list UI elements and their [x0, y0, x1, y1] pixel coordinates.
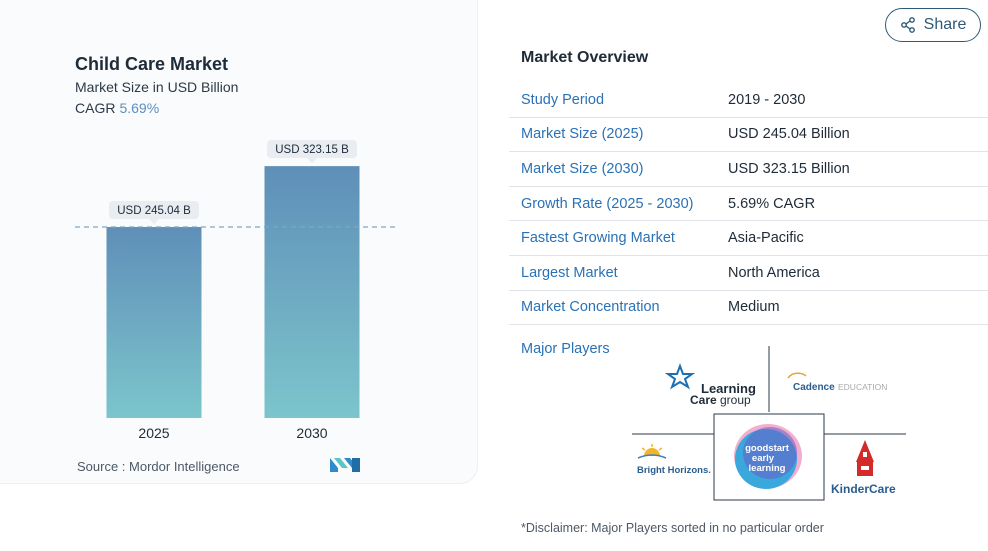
chart-title: Child Care Market	[75, 54, 229, 74]
overview-row-value: North America	[728, 264, 820, 281]
lcg-line2: Care	[690, 393, 717, 407]
chart-card	[0, 0, 478, 484]
overview-row: Market Size (2025) USD 245.04 Billion	[509, 118, 988, 153]
x-tick-label: 2025	[138, 425, 169, 441]
overview-row: Largest Market North America	[509, 256, 988, 291]
cagr-label: CAGR	[75, 100, 116, 116]
data-label-bg	[109, 201, 199, 220]
overview-row-label[interactable]: Growth Rate (2025 - 2030)	[521, 195, 694, 212]
kindercare-logo: KinderCare	[831, 440, 896, 496]
major-players-grid: Learning Care group Cadence EDUCATION Br…	[632, 346, 906, 501]
overview-row-value: USD 323.15 Billion	[728, 160, 850, 177]
learning-care-group-logo: Learning Care group	[664, 363, 756, 407]
bar-chart: USD 245.04 B 2025 USD 323.15 B 2030	[75, 140, 395, 441]
overview-row-label[interactable]: Market Size (2025)	[521, 126, 644, 143]
cadence-education-logo: Cadence EDUCATION	[787, 372, 887, 393]
data-label-pointer	[149, 219, 159, 225]
share-button[interactable]: Share	[885, 8, 981, 42]
chart-source: Source : Mordor Intelligence	[77, 459, 240, 474]
overview-row-label[interactable]: Market Concentration	[521, 299, 660, 316]
overview-row-label[interactable]: Largest Market	[521, 264, 618, 281]
overview-table: Study Period 2019 - 2030 Market Size (2025…	[509, 83, 988, 326]
overview-row-value: Asia-Pacific	[728, 230, 804, 247]
overview-row-value: USD 245.04 Billion	[728, 126, 850, 143]
overview-row-label[interactable]: Study Period	[521, 91, 605, 108]
chart-cagr: CAGR 5.69%	[75, 100, 159, 116]
bright-horizons-logo: Bright Horizons.	[637, 444, 711, 476]
x-tick-label: 2030	[296, 425, 327, 441]
kindercare-text: KinderCare	[831, 482, 896, 496]
bar-2030	[264, 166, 360, 418]
overview-title: Market Overview	[521, 49, 649, 66]
disclaimer: *Disclaimer: Major Players sorted in no …	[521, 521, 824, 535]
bright-horizons-text: Bright Horizons.	[637, 465, 711, 476]
overview-row: Market Size (2030) USD 323.15 Billion	[509, 152, 988, 187]
data-label: USD 323.15 B	[275, 144, 349, 156]
overview-row-value: 5.69% CAGR	[728, 195, 816, 212]
bar-2025	[106, 227, 202, 418]
cadence-part2: EDUCATION	[838, 382, 887, 392]
share-icon	[900, 17, 915, 33]
overview-row: Fastest Growing Market Asia-Pacific	[509, 221, 988, 256]
goodstart-line2: early	[752, 453, 775, 464]
cadence-part1: Cadence	[793, 382, 835, 393]
major-players-label[interactable]: Major Players	[521, 341, 610, 357]
share-label: Share	[923, 16, 967, 33]
data-label-pointer	[307, 158, 317, 164]
overview-row-value: 2019 - 2030	[728, 91, 806, 108]
overview-row-label[interactable]: Market Size (2030)	[521, 160, 644, 177]
data-label-bg	[267, 140, 357, 159]
lcg-line1: Learning	[701, 381, 756, 396]
mordor-intelligence-logo	[330, 458, 360, 472]
data-label: USD 245.04 B	[117, 205, 191, 217]
overview-row-label[interactable]: Fastest Growing Market	[521, 230, 675, 247]
chart-subtitle: Market Size in USD Billion	[75, 79, 239, 95]
overview-row-value: Medium	[728, 299, 780, 316]
goodstart-line1: goodstart	[745, 443, 790, 454]
overview-row: Growth Rate (2025 - 2030) 5.69% CAGR	[509, 187, 988, 222]
overview-row: Study Period 2019 - 2030	[509, 83, 988, 118]
overview-row: Market Concentration Medium	[509, 291, 988, 326]
cagr-value: 5.69%	[119, 100, 160, 116]
goodstart-line3: learning	[749, 463, 786, 474]
goodstart-logo: goodstart early learning	[734, 424, 802, 489]
lcg-line3: group	[720, 393, 751, 407]
